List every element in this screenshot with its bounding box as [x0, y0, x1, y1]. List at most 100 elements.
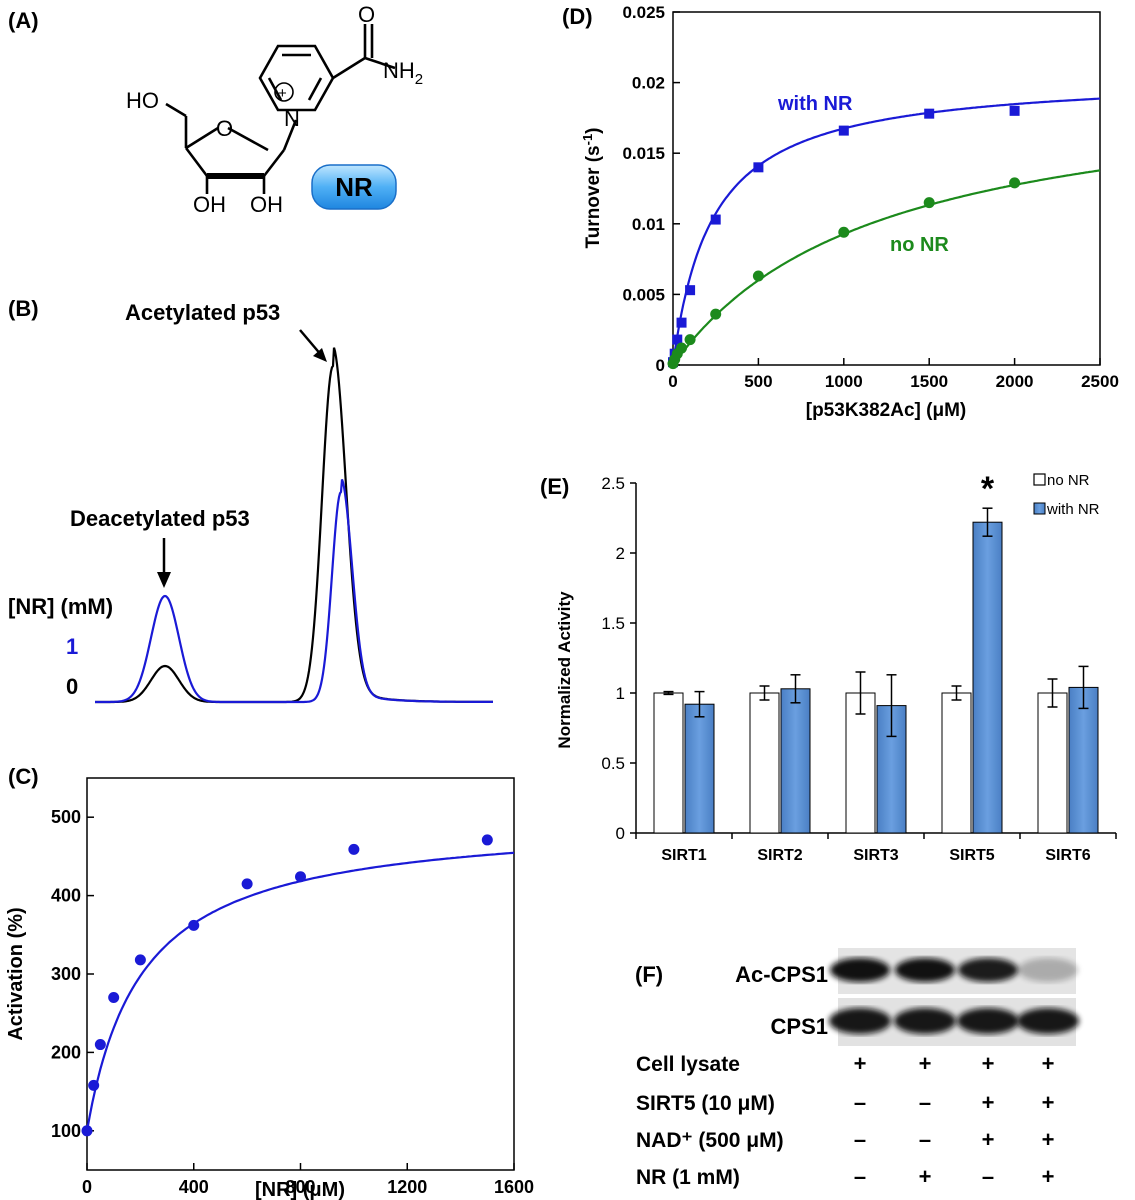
panel-d-ytick-label: 0.005 — [622, 285, 665, 304]
panel-d-point-no-nr — [1009, 177, 1021, 189]
panel-d-xtick-label: 1500 — [910, 372, 948, 391]
panel-c-point — [94, 1039, 106, 1051]
panel-d-point-with-nr — [924, 108, 935, 119]
panel-c-point — [188, 919, 200, 931]
treatment-sign: + — [1042, 1090, 1055, 1115]
treatment-sign: + — [919, 1164, 932, 1189]
panel-c-point — [134, 954, 146, 966]
panel-d-ytick-label: 0.01 — [632, 215, 665, 234]
nr-badge-text: NR — [335, 172, 373, 202]
panel-c-frame — [86, 777, 515, 1171]
ac-cps1-band — [1018, 958, 1078, 982]
panel-e-legend: no NR with NR — [1033, 472, 1100, 518]
panel-c-xtick-label: 1600 — [494, 1177, 534, 1197]
treatment-sign: + — [982, 1127, 995, 1152]
panel-c-ytick-label: 200 — [51, 1042, 81, 1062]
panel-c-ytick-label: 400 — [51, 886, 81, 906]
cps1-band — [1017, 1008, 1079, 1034]
ring-c4-c3 — [184, 147, 209, 177]
panel-d-point-no-nr — [676, 342, 688, 354]
panel-e-ytick-label: 2.5 — [601, 474, 625, 493]
panel-d-point-with-nr — [710, 214, 721, 225]
panel-b: (B) Acetylated p53 Deacetylated p53 [NR]… — [8, 296, 493, 704]
deacetylated-p53-label: Deacetylated p53 — [70, 506, 250, 531]
ring-o-c4 — [185, 126, 219, 150]
ring-double-bond-2 — [307, 77, 323, 101]
panel-e-bars: SIRT1 SIRT2 SIRT3 SIRT5 * SIRT6 — [653, 470, 1099, 864]
panel-e-ylabel: Normalized Activity — [555, 591, 574, 749]
panel-f-label: (F) — [635, 962, 663, 987]
bar-no-nr — [749, 692, 780, 834]
nr-badge: NR — [311, 164, 397, 210]
panel-d-fit-with-nr — [671, 97, 1101, 366]
panel-d-point-no-nr — [838, 226, 850, 238]
panel-d-label: (D) — [562, 4, 593, 29]
atom-oh-2: OH — [250, 192, 283, 217]
treatment-sign: + — [1042, 1051, 1055, 1076]
panel-d-point-no-nr — [710, 308, 722, 320]
panel-d-xlabel: [p53K382Ac] (μM) — [806, 400, 967, 421]
panel-d-ylabel: Turnover (s-1) — [580, 128, 604, 249]
panel-d-point-with-nr — [753, 162, 764, 173]
ac-cps1-band — [958, 958, 1018, 982]
panel-e-category-label: SIRT1 — [661, 847, 706, 864]
band-label-ac-cps1: Ac-CPS1 — [735, 962, 828, 987]
panel-e-category-label: SIRT5 — [949, 847, 994, 864]
panel-d-xtick-label: 500 — [744, 372, 772, 391]
panel-c-xtick-label: 800 — [285, 1177, 315, 1197]
legend-no-nr: no NR — [890, 234, 949, 256]
nr-legend-1: 1 — [66, 634, 78, 659]
panel-d-point-with-nr — [685, 285, 696, 296]
panel-d-xtick-label: 0 — [668, 372, 677, 391]
atom-n-plus: N — [284, 106, 300, 131]
cps1-band — [957, 1008, 1019, 1034]
panel-c-ylabel: Activation (%) — [5, 907, 27, 1040]
treatment-sign: – — [854, 1127, 866, 1152]
ac-cps1-band — [830, 958, 890, 982]
treatment-row-label: SIRT5 (10 μM) — [636, 1092, 775, 1115]
panel-c: (C) 0 400 800 1200 1600 100 200 300 400 500 [NR] … — [5, 764, 534, 1200]
legend-label-no-nr: no NR — [1047, 472, 1090, 489]
legend-label-with-nr: with NR — [1046, 501, 1100, 518]
legend-with-nr: with NR — [777, 93, 853, 115]
panel-b-label: (B) — [8, 296, 39, 321]
panel-c-xtick-label: 1200 — [387, 1177, 427, 1197]
treatment-sign: + — [919, 1051, 932, 1076]
pyridine-ring — [258, 44, 335, 112]
glycosidic-bond — [282, 119, 298, 151]
panel-d-ytick-label: 0.025 — [622, 3, 665, 22]
panel-a-label: (A) — [8, 8, 39, 33]
atom-ho: HO — [126, 88, 159, 113]
panel-e: (E) 00.511.522.5 SIRT1 SIRT2 SIRT3 SIRT5*SI… — [540, 470, 1117, 864]
treatment-sign: + — [854, 1051, 867, 1076]
panel-c-fit-curve — [85, 851, 515, 1132]
treatment-row-label: Cell lysate — [636, 1053, 740, 1076]
amine-bond — [364, 56, 396, 70]
significance-asterisk: * — [981, 470, 995, 508]
treatment-sign: – — [919, 1090, 931, 1115]
amide-bond — [332, 56, 366, 80]
nr-legend-0: 0 — [66, 674, 78, 699]
treatment-sign: – — [854, 1164, 866, 1189]
treatment-row-label: NAD⁺ (500 μM) — [636, 1129, 784, 1152]
cps1-band — [894, 1008, 956, 1034]
c5-o — [165, 102, 187, 118]
panel-d-frame — [672, 11, 1101, 366]
panel-c-point — [88, 1079, 100, 1091]
legend-swatch-no-nr — [1033, 473, 1046, 486]
treatment-sign: + — [982, 1051, 995, 1076]
panel-c-ytick-label: 100 — [51, 1121, 81, 1141]
treatment-sign: – — [982, 1164, 994, 1189]
panel-c-xlabel: [NR] (μM) — [255, 1179, 345, 1200]
chromatogram-trace-1mM — [95, 479, 493, 704]
panel-c-xtick-label: 0 — [82, 1177, 92, 1197]
panel-d-ytick-label: 0 — [656, 356, 665, 375]
panel-d-point-with-nr — [1009, 105, 1020, 116]
panel-e-category-label: SIRT6 — [1045, 847, 1090, 864]
bar-with-nr — [972, 521, 1003, 834]
panel-d-point-with-nr — [676, 317, 687, 328]
treatment-sign: + — [982, 1090, 995, 1115]
panel-c-point — [295, 871, 306, 883]
ring-c2-c1 — [262, 149, 286, 177]
